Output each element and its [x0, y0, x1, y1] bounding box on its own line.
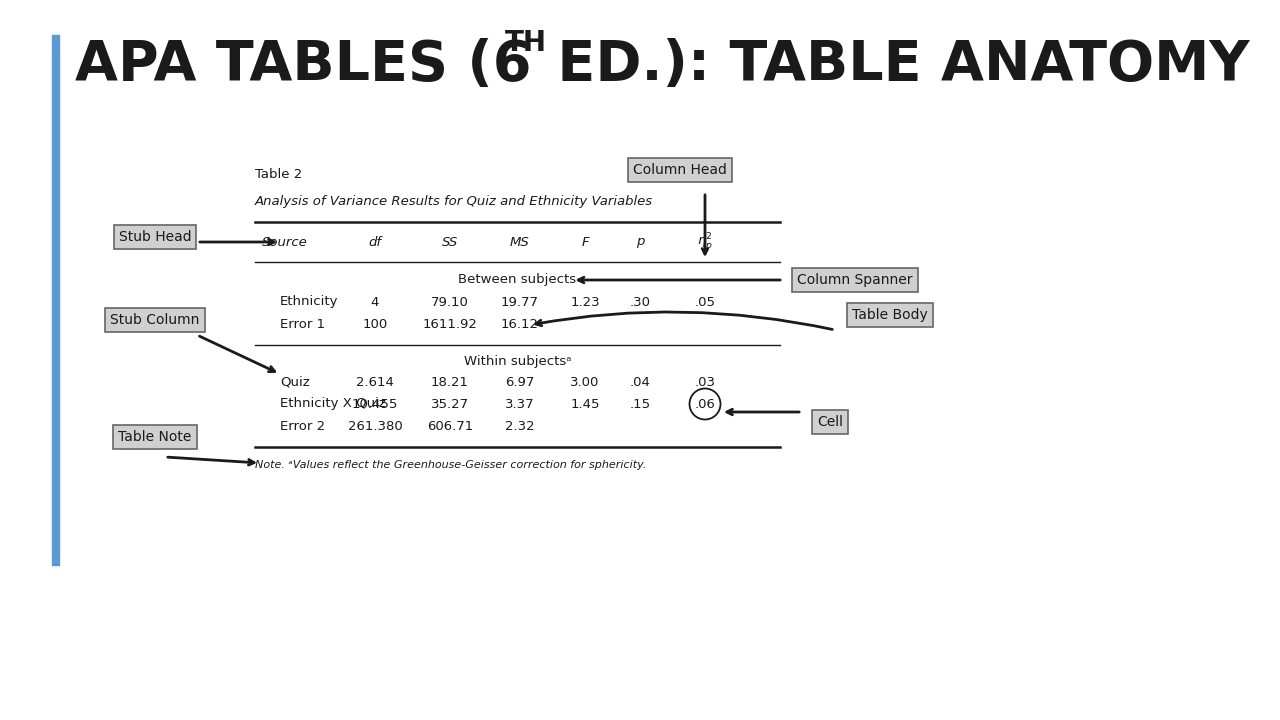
Text: Column Spanner: Column Spanner	[797, 273, 913, 287]
Text: .04: .04	[630, 376, 650, 389]
Text: 3.37: 3.37	[506, 397, 535, 410]
Text: 10.455: 10.455	[352, 397, 398, 410]
Text: .15: .15	[630, 397, 650, 410]
Text: 35.27: 35.27	[431, 397, 468, 410]
Text: .05: .05	[695, 295, 716, 308]
Text: 1611.92: 1611.92	[422, 318, 477, 331]
Text: .06: .06	[695, 397, 716, 410]
Text: APA TABLES (6: APA TABLES (6	[76, 38, 531, 92]
Text: Table Note: Table Note	[118, 430, 192, 444]
Text: p: p	[636, 235, 644, 248]
Text: 1.45: 1.45	[571, 397, 600, 410]
Text: F: F	[581, 235, 589, 248]
Text: Error 2: Error 2	[280, 420, 325, 433]
Text: 16.12: 16.12	[500, 318, 539, 331]
Text: 261.380: 261.380	[348, 420, 402, 433]
Text: ED.): TABLE ANATOMY: ED.): TABLE ANATOMY	[538, 38, 1249, 92]
Text: Table Body: Table Body	[852, 308, 928, 322]
Text: Source: Source	[262, 235, 308, 248]
Text: Within subjectsᵃ: Within subjectsᵃ	[463, 356, 571, 369]
Text: .30: .30	[630, 295, 650, 308]
Text: Stub Column: Stub Column	[110, 313, 200, 327]
Text: 1.23: 1.23	[570, 295, 600, 308]
Text: Cell: Cell	[817, 415, 844, 429]
Text: 19.77: 19.77	[500, 295, 539, 308]
Bar	[52, 35, 59, 565]
Text: $\eta_p^2$: $\eta_p^2$	[698, 231, 713, 253]
Text: 2.32: 2.32	[506, 420, 535, 433]
Text: Column Head: Column Head	[634, 163, 727, 177]
Text: 6.97: 6.97	[506, 376, 535, 389]
Text: Ethnicity X Quiz: Ethnicity X Quiz	[280, 397, 385, 410]
Text: Error 1: Error 1	[280, 318, 325, 331]
Text: SS: SS	[442, 235, 458, 248]
Text: Stub Head: Stub Head	[119, 230, 191, 244]
Text: .03: .03	[695, 376, 716, 389]
Text: TH: TH	[506, 29, 547, 57]
Text: df: df	[369, 235, 381, 248]
Text: Ethnicity: Ethnicity	[280, 295, 338, 308]
Text: Between subjects: Between subjects	[458, 274, 576, 287]
Text: 100: 100	[362, 318, 388, 331]
Text: Table 2: Table 2	[255, 168, 302, 181]
Text: Analysis of Variance Results for Quiz and Ethnicity Variables: Analysis of Variance Results for Quiz an…	[255, 196, 653, 209]
Text: 18.21: 18.21	[431, 376, 468, 389]
Text: Quiz: Quiz	[280, 376, 310, 389]
Text: 606.71: 606.71	[426, 420, 474, 433]
Text: 79.10: 79.10	[431, 295, 468, 308]
Text: MS: MS	[511, 235, 530, 248]
Text: Note. ᵃValues reflect the Greenhouse-Geisser correction for sphericity.: Note. ᵃValues reflect the Greenhouse-Gei…	[255, 460, 646, 470]
Text: 4: 4	[371, 295, 379, 308]
Text: 3.00: 3.00	[571, 376, 600, 389]
Text: 2.614: 2.614	[356, 376, 394, 389]
